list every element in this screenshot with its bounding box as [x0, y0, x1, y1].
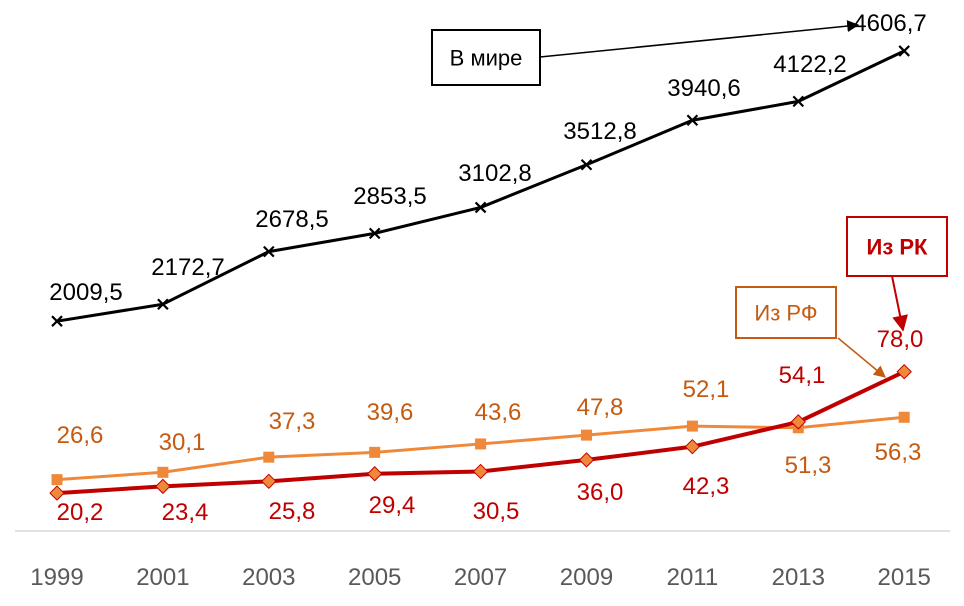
data-label: 23,4: [162, 499, 209, 526]
x-tick-label: 2003: [242, 564, 295, 591]
data-point-rk: [472, 463, 489, 480]
data-point-rf: [898, 411, 910, 423]
data-point-rk: [578, 452, 595, 468]
data-label: 54,1: [779, 362, 826, 389]
data-point-rf: [581, 429, 592, 441]
data-label: 37,3: [269, 408, 316, 435]
data-point-rf: [51, 474, 63, 486]
data-label: 3512,8: [563, 118, 636, 145]
legend-label-world: В мире: [450, 46, 523, 71]
x-tick-label: 2007: [454, 564, 507, 591]
callout-arrow-rk: [891, 275, 908, 332]
data-point-world: [580, 159, 593, 171]
callout-arrow-world: [539, 20, 860, 58]
x-tick-label: 2013: [772, 564, 825, 591]
data-point-rk: [790, 414, 807, 430]
data-label: 56,3: [875, 439, 922, 466]
data-label: 2009,5: [49, 279, 122, 306]
data-label: 4606,7: [853, 10, 926, 37]
data-label: 3102,8: [458, 160, 531, 187]
data-label: 30,5: [473, 498, 520, 525]
x-tick-label: 2005: [348, 564, 401, 591]
data-point-world: [51, 315, 63, 327]
legend-box-rk: [846, 216, 948, 277]
data-label: 39,6: [367, 399, 414, 426]
data-label: 26,6: [57, 422, 104, 449]
data-label: 29,4: [369, 492, 416, 519]
data-label: 42,3: [683, 473, 730, 500]
data-label: 2172,7: [151, 254, 224, 281]
data-label: 25,8: [269, 498, 316, 525]
data-point-world: [157, 298, 169, 310]
data-point-rk: [366, 466, 383, 482]
data-point-world: [686, 114, 699, 127]
x-tick-label: 2009: [560, 564, 613, 591]
data-point-rk: [896, 363, 912, 380]
data-point-rf: [157, 466, 169, 478]
data-label: 43,6: [475, 399, 522, 426]
data-point-rk: [49, 485, 65, 501]
data-point-rk: [155, 478, 171, 495]
legend-box-rf: [735, 286, 837, 339]
data-point-rf: [475, 438, 487, 450]
data-label: 51,3: [785, 452, 832, 479]
x-tick-label: 2011: [667, 564, 719, 591]
data-label: 78,0: [877, 326, 924, 353]
x-tick-label: 2001: [136, 564, 189, 591]
data-label: 52,1: [683, 376, 730, 403]
x-tick-label: 1999: [30, 564, 83, 591]
data-point-world: [474, 201, 487, 214]
data-label: 2853,5: [353, 183, 426, 210]
data-label: 47,8: [577, 394, 624, 421]
data-label: 2678,5: [255, 206, 328, 233]
legend-box-world: [431, 29, 541, 86]
data-point-rf: [263, 451, 275, 463]
data-point-world: [263, 245, 275, 258]
data-point-rf: [369, 446, 381, 458]
x-tick-label: 2015: [878, 564, 931, 591]
legend-label-rk: Из РК: [867, 235, 929, 260]
callout-arrow-rf: [837, 337, 886, 378]
data-point-rk: [684, 438, 701, 455]
data-label: 36,0: [577, 479, 624, 506]
data-point-rf: [686, 420, 698, 432]
legend-label-rf: Из РФ: [754, 301, 817, 326]
data-point-rk: [261, 473, 277, 490]
data-label: 20,2: [57, 499, 104, 526]
data-label: 3940,6: [667, 75, 740, 102]
data-label: 30,1: [159, 429, 206, 456]
data-label: 4122,2: [773, 51, 846, 78]
data-point-world: [368, 227, 381, 240]
data-point-world: [792, 95, 805, 108]
data-point-world: [898, 45, 910, 57]
